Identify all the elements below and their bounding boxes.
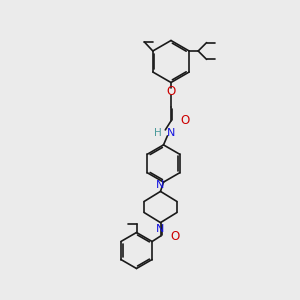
Text: N: N bbox=[156, 224, 165, 234]
Text: O: O bbox=[167, 85, 176, 98]
Text: O: O bbox=[181, 114, 190, 128]
Text: H: H bbox=[154, 128, 161, 138]
Text: O: O bbox=[170, 230, 179, 243]
Text: N: N bbox=[167, 128, 175, 138]
Text: N: N bbox=[156, 180, 165, 190]
